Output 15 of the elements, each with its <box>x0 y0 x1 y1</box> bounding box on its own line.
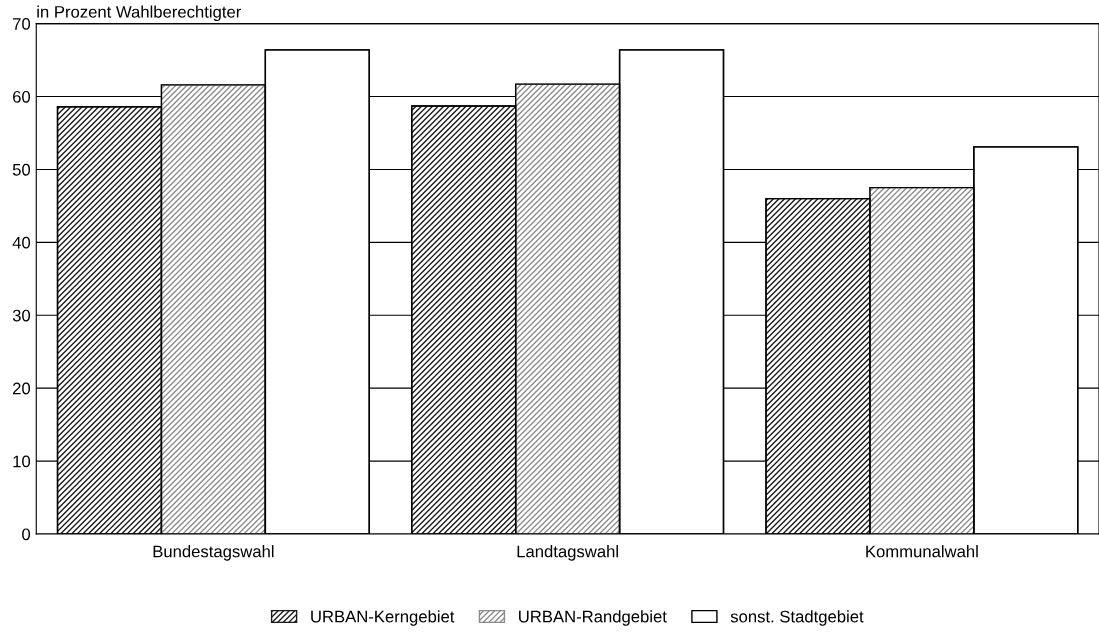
y-tick-label: 50 <box>12 163 31 176</box>
x-tick-label: Bundestagswahl <box>153 545 274 561</box>
y-tick-label: 60 <box>13 90 31 103</box>
legend-label: URBAN-Randgebiet <box>519 610 667 626</box>
legend-label: URBAN-Kerngebiet <box>311 610 455 626</box>
y-tick-label: 70 <box>13 18 31 30</box>
legend-label: sonst. Stadtgebiet <box>730 610 864 626</box>
x-tick-label: Landtagswahl <box>517 545 618 561</box>
y-axis-title: in Prozent Wahlberechtigter <box>37 5 242 22</box>
y-tick-label: 30 <box>12 309 31 322</box>
y-tick-label: 20 <box>13 382 31 395</box>
x-tick-label: Kommunalwahl <box>866 545 978 558</box>
y-tick-label: 10 <box>13 455 31 468</box>
y-tick-label: 40 <box>12 236 31 249</box>
y-tick-label: 0 <box>22 528 31 541</box>
